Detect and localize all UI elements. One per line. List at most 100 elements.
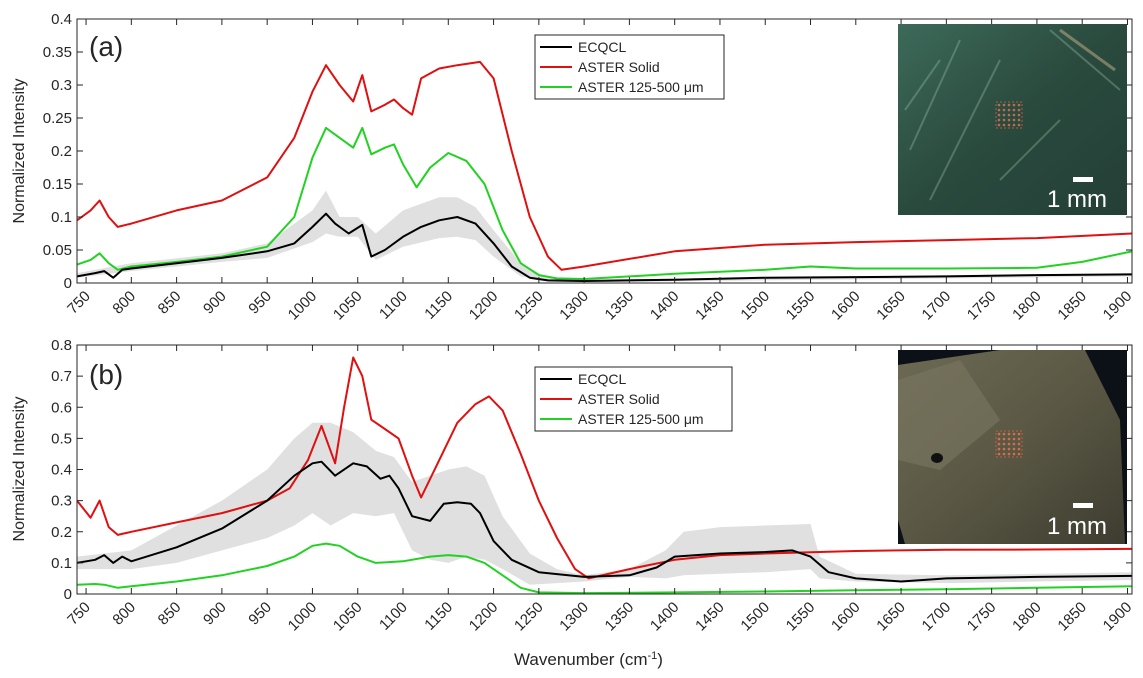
x-tick-label: 1800	[1009, 599, 1045, 635]
sampling-point	[1012, 452, 1016, 456]
x-tick-label: 1200	[466, 288, 502, 324]
x-tick-label: 1900	[1100, 288, 1136, 324]
x-tick-label: 1800	[1009, 288, 1045, 324]
sampling-point	[1012, 123, 1016, 127]
x-tick-label: 1000	[285, 599, 321, 635]
x-tick-label: 1500	[737, 288, 773, 324]
y-axis-label: Normalized Intensity	[11, 79, 28, 224]
x-tick-label: 1750	[964, 599, 1000, 635]
series-line-ecqcl	[77, 212, 1132, 282]
legend-label-aster-solid: ASTER Solid	[578, 391, 660, 407]
sampling-point	[1017, 108, 1021, 112]
sampling-point	[1017, 437, 1021, 441]
sampling-point	[1012, 442, 1016, 446]
x-tick-label: 1600	[828, 288, 864, 324]
series-layer	[77, 60, 1132, 282]
x-tick-label: 1350	[602, 599, 638, 635]
y-tick-label: 0.8	[51, 337, 72, 354]
scale-bar-label: 1 mm	[1047, 186, 1107, 213]
panel-a: 750 800 850 900 950 1000 1050 1100 1150 1200 1250 1…	[11, 11, 1135, 323]
x-tick-label: 1650	[873, 599, 909, 635]
legend-label-aster-125-500: ASTER 125-500 μm	[578, 79, 704, 95]
sampling-point	[1007, 123, 1011, 127]
x-tick-label: 850	[155, 288, 185, 318]
sampling-point	[997, 103, 1001, 107]
y-tick-label: 0.3	[51, 493, 72, 510]
sampling-point	[1002, 108, 1006, 112]
sampling-point	[1017, 447, 1021, 451]
sampling-point	[1012, 108, 1016, 112]
y-tick-label: 0.25	[43, 110, 72, 127]
x-tick-label: 900	[200, 288, 230, 318]
x-tick-label: 1200	[466, 599, 502, 635]
y-tick-label: 0.4	[51, 462, 72, 479]
sampling-point	[1017, 123, 1021, 127]
legend: ECQCL ASTER Solid ASTER 125-500 μm	[534, 366, 733, 432]
scale-bar	[1073, 503, 1093, 508]
sample-photo-inset: 1 mm	[898, 350, 1127, 544]
x-tick-label: 1700	[919, 599, 955, 635]
x-tick-label: 1400	[647, 288, 683, 324]
x-tick-label: 1300	[556, 288, 592, 324]
sampling-point	[1007, 108, 1011, 112]
panel-b: 750 800 850 900 950 1000 1050 1100 1150 1200 1250 1…	[11, 337, 1135, 634]
x-axis-label: Wavenumber (cm-1)	[514, 650, 663, 669]
legend-label-ecqcl: ECQCL	[578, 371, 626, 387]
x-tick-label: 1750	[964, 288, 1000, 324]
legend-label-aster-125-500: ASTER 125-500 μm	[578, 411, 704, 427]
y-tick-label: 0.1	[51, 555, 72, 572]
x-tick-label: 1400	[647, 599, 683, 635]
y-tick-label: 0.35	[43, 44, 72, 61]
sampling-point	[1002, 452, 1006, 456]
sampling-point	[997, 452, 1001, 456]
x-tick-label: 900	[200, 599, 230, 629]
x-tick-label: 1250	[511, 288, 547, 324]
x-tick-label: 1100	[376, 599, 411, 634]
x-tick-label: 1100	[376, 288, 411, 323]
sampling-point	[1007, 103, 1011, 107]
x-tick-label: 1050	[330, 288, 366, 324]
series-line-aster-solid	[77, 60, 1132, 271]
x-tick-label: 850	[155, 599, 185, 629]
y-ticks: 0 0.1 0.2 0.3 0.4 0.5 0.6 0.7 0.8	[51, 337, 1132, 603]
sampling-point	[1007, 437, 1011, 441]
x-tick-label: 1700	[919, 288, 955, 324]
x-tick-label: 1900	[1100, 599, 1136, 635]
x-tick-label: 1150	[421, 599, 456, 634]
sampling-point	[1007, 452, 1011, 456]
y-tick-label: 0.7	[51, 368, 72, 385]
x-tick-label: 800	[109, 288, 139, 318]
x-tick-label: 1500	[737, 599, 773, 635]
x-tick-label: 750	[64, 288, 94, 318]
sampling-point	[1007, 447, 1011, 451]
x-tick-label: 1600	[828, 599, 864, 635]
series-layer	[77, 356, 1132, 594]
sampling-point	[1002, 432, 1006, 436]
x-tick-label: 1250	[511, 599, 547, 635]
sampling-grid	[995, 101, 1023, 129]
x-tick-label: 1150	[421, 288, 456, 323]
x-tick-label: 1550	[783, 599, 819, 635]
sampling-point	[1017, 442, 1021, 446]
series-line-aster-solid	[77, 356, 1132, 580]
x-tick-label: 1050	[330, 599, 366, 635]
sampling-point	[1012, 118, 1016, 122]
x-tick-label: 1850	[1054, 288, 1090, 324]
sampling-point	[1002, 447, 1006, 451]
x-tick-label: 750	[64, 599, 94, 629]
legend: ECQCL ASTER Solid ASTER 125-500 μm	[534, 34, 725, 100]
sampling-point	[1002, 113, 1006, 117]
sampling-point	[997, 442, 1001, 446]
std-dev-band	[77, 190, 1132, 283]
x-tick-label: 1550	[783, 288, 819, 324]
series-line-ecqcl	[77, 460, 1132, 583]
panel-label: (a)	[89, 31, 123, 62]
sampling-point	[1002, 118, 1006, 122]
sampling-point	[1017, 118, 1021, 122]
x-tick-label: 1450	[692, 599, 728, 635]
sampling-point	[1007, 442, 1011, 446]
y-ticks: 0 0.05 0.1 0.15 0.2 0.25 0.3 0.35 0.4	[43, 11, 1132, 292]
shaded-band-layer	[77, 422, 1132, 585]
y-tick-label: 0.3	[51, 77, 72, 94]
sampling-point	[997, 123, 1001, 127]
